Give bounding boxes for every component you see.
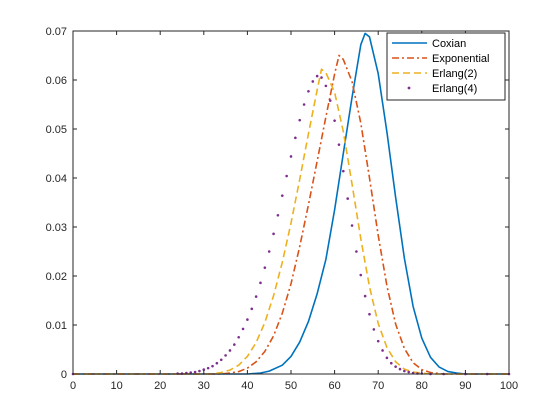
point-erlang-4 — [254, 295, 258, 298]
y-tick-label: 0.03 — [46, 222, 67, 234]
point-erlang-4 — [320, 76, 323, 79]
point-erlang-4 — [337, 143, 341, 146]
x-tick-label: 30 — [198, 380, 210, 392]
y-tick-label: 0.04 — [46, 173, 67, 185]
point-erlang-4 — [385, 356, 389, 360]
point-erlang-4 — [237, 335, 240, 339]
series-layer — [71, 32, 511, 376]
point-erlang-4 — [376, 339, 380, 343]
point-erlang-4 — [355, 250, 358, 253]
point-erlang-4 — [302, 103, 306, 106]
point-erlang-4 — [294, 136, 297, 140]
point-erlang-4 — [211, 364, 214, 368]
x-tick-label: 50 — [285, 380, 297, 392]
x-tick-label: 100 — [500, 380, 518, 392]
axis-ticks: 0 10 20 30 40 50 60 70 80 90 100 0 0.01 0.02 0.03 0.04 0… — [46, 26, 519, 392]
y-tick-label: 0.01 — [46, 320, 67, 332]
point-erlang-4 — [328, 99, 332, 102]
y-tick-label: 0.07 — [46, 26, 67, 38]
x-tick-label: 90 — [459, 380, 471, 392]
point-erlang-4 — [276, 213, 280, 217]
legend-box — [386, 32, 506, 101]
legend-label-erlang-4: Erlang(4) — [432, 83, 477, 95]
point-erlang-4 — [193, 370, 197, 374]
legend-label-erlang-2: Erlang(2) — [432, 68, 477, 80]
legend: Coxian Exponential Erlang(2) Erlang(4) — [386, 32, 506, 101]
point-erlang-4 — [372, 328, 376, 331]
y-tick-label: 0 — [61, 369, 67, 381]
series-line-exponential — [73, 54, 509, 375]
point-erlang-4 — [350, 224, 354, 227]
point-erlang-4 — [219, 358, 223, 362]
point-erlang-4 — [333, 119, 336, 122]
point-erlang-4 — [324, 84, 328, 88]
point-erlang-4 — [280, 194, 284, 197]
legend-label-exponential: Exponential — [432, 53, 490, 65]
point-erlang-4 — [228, 349, 232, 352]
point-erlang-4 — [346, 197, 349, 200]
point-erlang-4 — [389, 361, 393, 365]
point-erlang-4 — [403, 369, 406, 373]
legend-label-coxian: Coxian — [432, 38, 466, 50]
point-erlang-4 — [359, 273, 363, 277]
y-tick-label: 0.06 — [46, 75, 67, 87]
point-erlang-4 — [272, 232, 275, 236]
point-erlang-4 — [189, 371, 193, 374]
point-erlang-4 — [298, 118, 302, 122]
point-erlang-4 — [311, 80, 315, 83]
point-erlang-4 — [381, 349, 384, 352]
point-erlang-4 — [259, 281, 262, 285]
point-erlang-4 — [363, 294, 367, 298]
point-erlang-4 — [224, 354, 227, 357]
x-tick-label: 80 — [416, 380, 428, 392]
point-erlang-4 — [250, 307, 254, 311]
point-erlang-4 — [202, 368, 206, 371]
series-line-coxian — [73, 32, 509, 375]
point-erlang-4 — [285, 174, 288, 178]
point-erlang-4 — [289, 155, 293, 158]
x-tick-label: 10 — [110, 380, 122, 392]
x-tick-label: 40 — [241, 380, 253, 392]
x-tick-label: 60 — [328, 380, 340, 392]
point-erlang-4 — [233, 343, 236, 346]
point-erlang-4 — [241, 327, 245, 331]
y-tick-label: 0.05 — [46, 124, 67, 136]
series-line-erlang-2 — [73, 68, 509, 375]
series-erlang-4 — [71, 74, 511, 376]
point-erlang-4 — [342, 169, 345, 173]
point-erlang-4 — [267, 250, 271, 253]
point-erlang-4 — [394, 365, 397, 368]
point-erlang-4 — [368, 312, 371, 316]
point-erlang-4 — [307, 89, 310, 93]
point-erlang-4 — [246, 318, 249, 321]
x-tick-label: 20 — [154, 380, 166, 392]
point-erlang-4 — [215, 361, 219, 365]
point-erlang-4 — [315, 74, 319, 78]
point-erlang-4 — [263, 266, 267, 269]
point-erlang-4 — [407, 370, 411, 374]
legend-swatch-erlang-4 — [407, 86, 411, 90]
y-tick-label: 0.02 — [46, 271, 67, 283]
point-erlang-4 — [206, 366, 210, 370]
x-tick-label: 0 — [70, 380, 76, 392]
x-tick-label: 70 — [372, 380, 384, 392]
point-erlang-4 — [198, 369, 201, 373]
point-erlang-4 — [398, 367, 402, 371]
